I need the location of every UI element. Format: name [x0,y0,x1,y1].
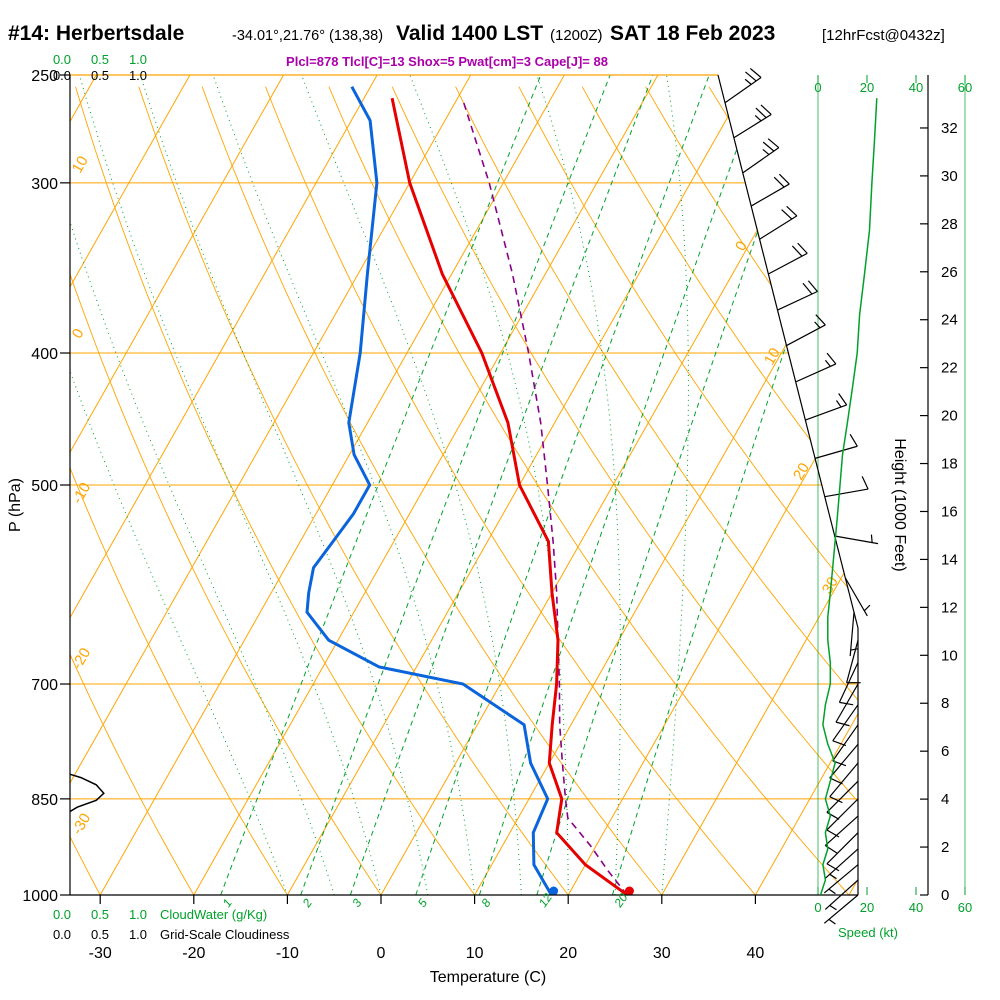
svg-text:8: 8 [478,896,493,910]
svg-text:26: 26 [941,264,958,281]
svg-text:60: 60 [958,900,972,915]
cloudiness-profile [70,771,105,819]
svg-text:-30: -30 [89,945,112,962]
svg-text:12: 12 [941,599,958,616]
surface-temp-dot [624,886,634,896]
svg-text:20: 20 [790,460,813,483]
temperature-ticks: -30 -20 -10 0 10 20 30 40 [89,895,765,962]
svg-text:1.0: 1.0 [129,68,147,83]
pressure-ticks: 250 300 400 500 700 850 1000 [22,68,70,905]
valid-zulu: (1200Z) [550,27,603,44]
surface-dewpoint-dot [549,886,559,896]
svg-text:24: 24 [941,312,958,329]
temperature-axis-label: Temperature (C) [430,969,546,986]
forecast-tag: [12hrFcst@0432z] [822,27,945,44]
svg-text:14: 14 [941,551,958,568]
svg-text:1.0: 1.0 [129,52,147,67]
svg-text:300: 300 [31,176,58,193]
svg-text:2: 2 [299,896,315,911]
pressure-axis-label: P (hPa) [7,478,24,532]
svg-text:10: 10 [466,945,484,962]
cloud-scale-ticks: 0.0 0.5 1.0 0.0 0.5 1.0 0.0 0.5 1.0 0.0 0.5 1.0 [53,52,147,942]
svg-text:0.0: 0.0 [53,907,71,922]
svg-text:-30: -30 [69,810,95,837]
svg-text:2: 2 [941,839,949,856]
svg-text:0: 0 [69,326,88,342]
skewt-background-grid [70,75,858,895]
svg-text:18: 18 [941,456,958,473]
svg-text:10: 10 [941,647,958,664]
svg-text:400: 400 [31,346,58,363]
svg-text:500: 500 [31,478,58,495]
valid-date: SAT 18 Feb 2023 [610,22,775,45]
svg-text:22: 22 [941,360,958,377]
speed-axis-label: Speed (kt) [838,925,898,940]
svg-text:4: 4 [941,791,949,808]
wind-barbs [724,68,879,925]
svg-text:60: 60 [958,80,972,95]
svg-text:28: 28 [941,216,958,233]
svg-text:700: 700 [31,677,58,694]
svg-text:-20: -20 [69,645,95,672]
svg-text:0: 0 [377,945,386,962]
svg-text:-10: -10 [69,480,95,507]
svg-text:0.5: 0.5 [91,927,109,942]
station-coords: -34.01°,21.76° (138,38) [232,28,383,44]
svg-text:20: 20 [559,945,577,962]
svg-text:10: 10 [69,153,92,176]
svg-text:20: 20 [611,890,631,910]
svg-text:0.5: 0.5 [91,52,109,67]
svg-text:0: 0 [814,80,821,95]
svg-text:0.5: 0.5 [91,68,109,83]
sounding-curves [305,85,629,895]
svg-text:16: 16 [941,503,958,520]
svg-text:20: 20 [860,900,874,915]
svg-text:0.0: 0.0 [53,927,71,942]
svg-text:40: 40 [909,900,923,915]
cloudwater-label: CloudWater (g/Kg) [160,907,267,922]
svg-text:20: 20 [941,408,958,425]
svg-text:10: 10 [761,345,784,368]
svg-text:0.5: 0.5 [91,907,109,922]
svg-text:32: 32 [941,120,958,137]
svg-text:30: 30 [653,945,671,962]
svg-text:0.0: 0.0 [53,52,71,67]
svg-text:0.0: 0.0 [53,68,71,83]
svg-text:30: 30 [941,168,958,185]
svg-text:1.0: 1.0 [129,927,147,942]
svg-text:-10: -10 [276,945,299,962]
svg-text:8: 8 [941,695,949,712]
svg-text:850: 850 [31,792,58,809]
indices-line: Plcl=878 Tlcl[C]=13 Shox=5 Pwat[cm]=3 Ca… [286,54,608,69]
svg-text:-20: -20 [182,945,205,962]
height-axis-label: Height (1000 Feet) [891,438,908,571]
svg-text:3: 3 [349,896,364,910]
gridscale-label: Grid-Scale Cloudiness [160,927,290,942]
svg-text:6: 6 [941,743,949,760]
svg-text:250: 250 [31,68,58,85]
svg-text:1000: 1000 [22,888,58,905]
station-title: #14: Herbertsdale [8,22,184,45]
valid-time: Valid 1400 LST [396,22,543,45]
wind-speed-profile [819,98,878,896]
svg-text:20: 20 [860,80,874,95]
svg-text:40: 40 [909,80,923,95]
svg-text:0: 0 [941,887,949,904]
svg-text:1.0: 1.0 [129,907,147,922]
svg-text:40: 40 [747,945,765,962]
svg-text:0: 0 [814,900,821,915]
svg-text:5: 5 [415,896,430,910]
